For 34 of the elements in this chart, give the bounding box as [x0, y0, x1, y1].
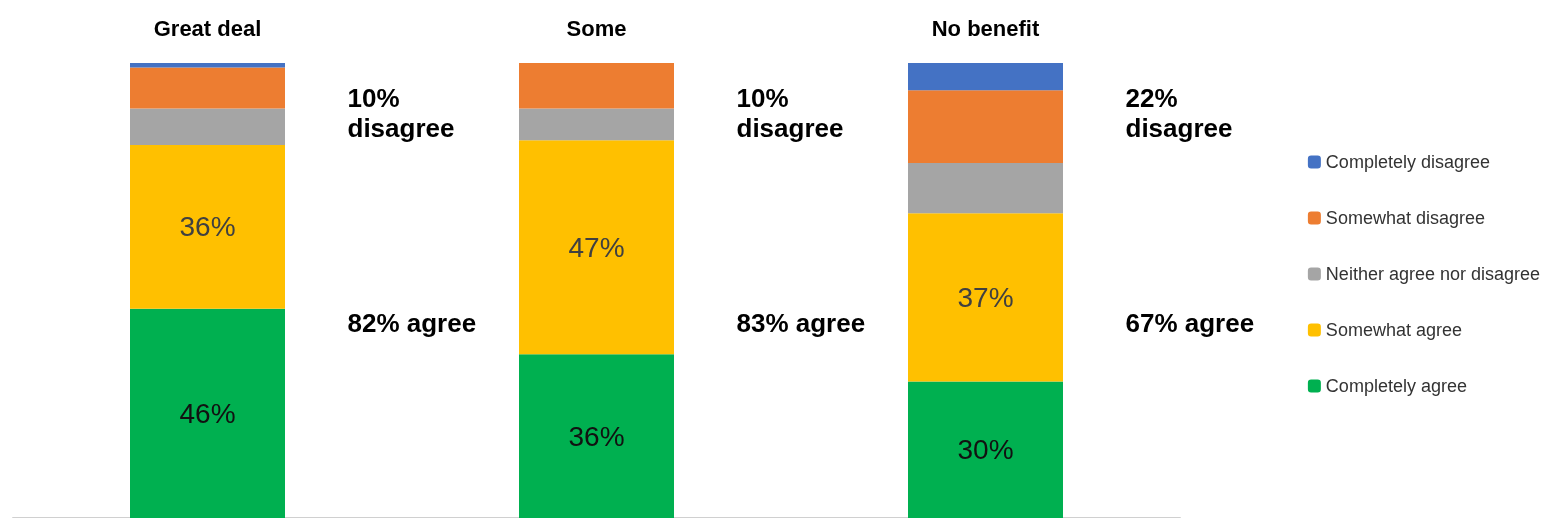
bar [908, 381, 1063, 518]
bar [908, 213, 1063, 382]
bar [908, 163, 1063, 214]
data-label: 36% [179, 211, 236, 243]
bar [519, 63, 674, 109]
bar [130, 108, 285, 145]
bar [519, 140, 674, 355]
data-label: 46% [179, 397, 236, 429]
annotation: 10% disagree [347, 83, 455, 143]
bar [519, 354, 674, 518]
annotation: 67% agree [1125, 308, 1255, 338]
annotation: 82% agree [347, 308, 477, 338]
bar [908, 63, 1063, 91]
annotation: 10% disagree [736, 83, 844, 143]
legend-label: Completely agree [1325, 376, 1467, 396]
data-label: 47% [568, 231, 625, 263]
bar [519, 108, 674, 141]
legend-label: Somewhat disagree [1325, 208, 1485, 228]
bar [908, 90, 1063, 164]
legend-label: Somewhat agree [1325, 320, 1462, 340]
data-label: 36% [568, 420, 625, 452]
legend-label: Completely disagree [1325, 152, 1490, 172]
x-tick-label: Some [566, 15, 627, 41]
data-label: 30% [957, 434, 1014, 466]
legend-label: Neither agree nor disagree [1325, 264, 1541, 284]
annotation: 22% disagree [1125, 83, 1233, 143]
bar [130, 63, 285, 68]
bar [130, 67, 285, 109]
x-tick-label: No benefit [931, 15, 1040, 41]
bar [130, 144, 285, 309]
data-label: 37% [957, 281, 1014, 313]
annotation: 83% agree [736, 308, 866, 338]
bar [130, 308, 285, 518]
x-tick-label: Great deal [153, 15, 262, 41]
